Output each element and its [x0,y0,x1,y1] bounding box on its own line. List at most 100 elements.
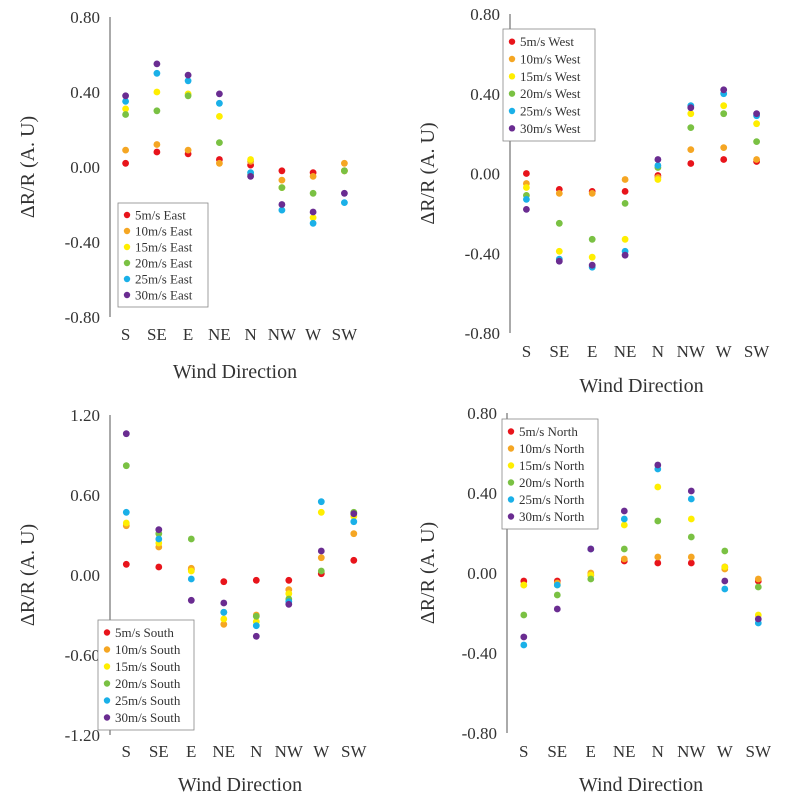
legend-marker [507,428,515,435]
data-point [555,219,563,227]
x-tick-label: NE [212,742,235,761]
data-point [654,559,662,567]
x-tick-label: W [716,342,733,361]
data-point [588,235,596,243]
data-point [187,596,195,604]
data-point [309,173,317,180]
data-point [721,585,729,593]
x-tick-label: E [183,325,193,344]
data-point [341,159,348,167]
data-point [654,461,662,469]
data-point [555,247,563,255]
x-axis-title: Wind Direction [178,774,302,796]
x-tick-label: SW [746,742,772,761]
legend: 5m/s South 10m/s South 15m/s South 20m/s So… [97,619,195,731]
data-point [350,530,358,538]
legend-label: 5m/s East [135,208,186,223]
y-tick-label: -0.40 [462,644,497,663]
x-tick-label: S [121,325,130,344]
x-tick-label: NW [677,742,706,761]
data-point [520,641,528,649]
data-point [754,615,762,623]
data-point [753,110,760,118]
legend-marker [123,211,131,219]
legend-marker [103,646,111,653]
data-point [278,176,286,184]
x-axis-title: Wind Direction [579,774,703,796]
data-point [687,553,695,561]
data-point [252,576,260,584]
data-point [220,599,228,607]
data-point [122,508,130,516]
data-point [247,156,255,163]
data-point [252,612,260,620]
legend-label: 20m/s North [519,475,585,490]
data-point [553,605,561,613]
data-point [687,533,695,541]
legend: 5m/s West 10m/s West 15m/s West 20m/s West 2… [502,28,596,142]
data-point [620,555,628,563]
x-tick-label: SW [332,325,358,344]
data-point [588,261,596,269]
x-tick-label: E [587,342,597,361]
x-tick-label: SE [147,325,167,344]
data-point [523,184,530,191]
legend-label: 25m/s North [519,492,585,507]
legend-label: 20m/s South [115,676,181,691]
data-point [184,146,192,154]
data-point [520,633,528,641]
data-point [122,159,129,167]
legend-label: 5m/s West [520,34,574,49]
data-point [523,170,530,177]
data-point [523,206,530,213]
data-point [687,124,695,131]
y-tick-label: 0.80 [467,404,497,423]
legend-marker [508,90,516,97]
data-point [341,199,348,207]
x-tick-label: SE [549,342,569,361]
legend-box [117,202,209,308]
legend-marker [507,462,515,469]
data-point [220,615,228,623]
data-point [220,620,228,628]
data-point [122,462,130,470]
y-tick-label: 1.20 [70,406,100,425]
y-tick-label: -1.20 [65,726,100,745]
x-tick-label: SW [341,742,367,761]
legend-marker [103,697,111,704]
x-tick-label: E [586,742,596,761]
data-point [285,576,293,584]
y-tick-label: 0.40 [70,83,100,102]
x-tick-label: NE [614,342,637,361]
data-point [687,487,695,495]
data-point [309,208,317,216]
data-point [587,545,595,553]
data-point [621,251,629,259]
legend-label: 25m/s South [115,693,181,708]
data-point [520,581,528,589]
data-point [216,99,223,107]
data-point [588,190,596,197]
x-tick-label: NW [275,742,304,761]
legend-marker [123,275,131,283]
data-point [155,526,163,534]
legend-label: 25m/s East [135,272,193,287]
data-point [350,510,358,518]
data-point [122,430,130,438]
data-point [588,253,596,261]
data-point [523,196,530,203]
data-point [620,545,628,553]
legend-marker [123,291,131,299]
y-tick-label: -0.80 [462,724,497,743]
legend-marker [507,513,515,520]
data-point [654,553,662,561]
data-point [654,162,662,169]
data-point [252,622,260,630]
data-point [317,498,325,506]
legend-marker [507,479,515,486]
legend-marker [123,243,131,251]
x-tick-label: W [717,742,734,761]
data-point [317,567,325,575]
y-tick-label: -0.60 [65,646,100,665]
y-tick-label: 0.00 [467,564,497,583]
